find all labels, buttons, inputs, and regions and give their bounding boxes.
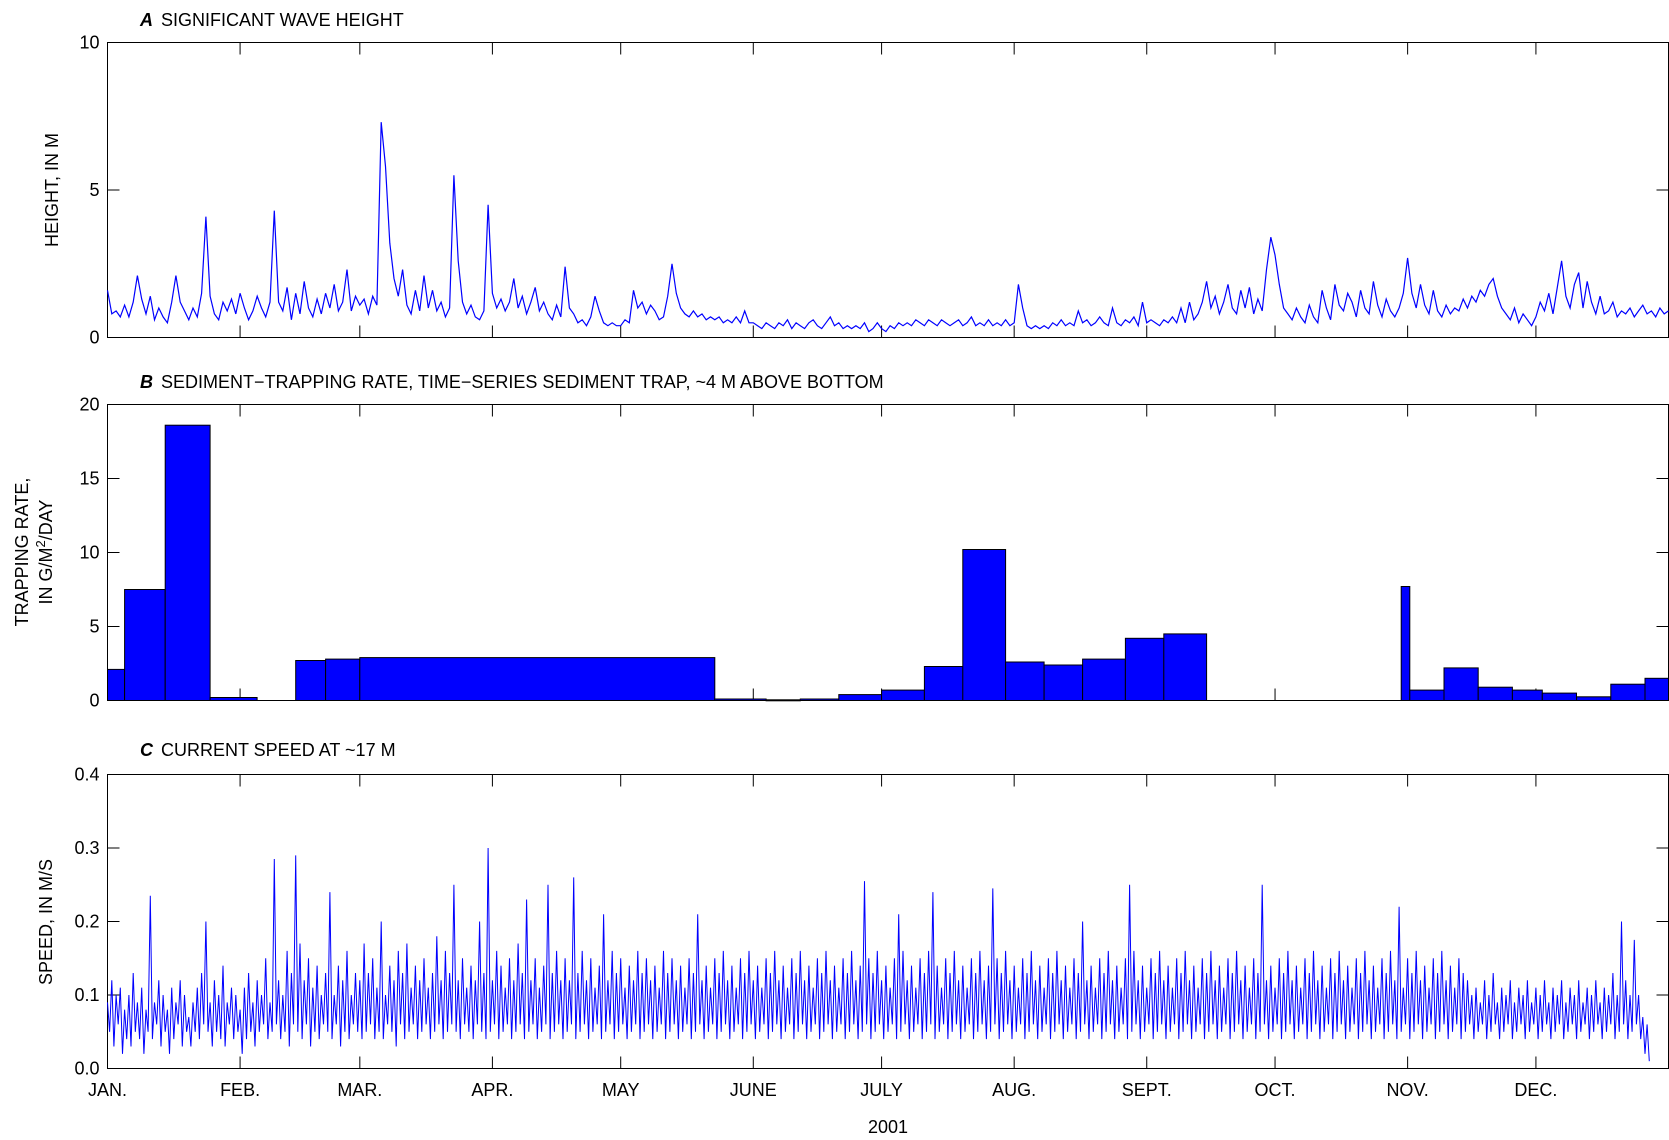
y-tick-label: 5: [89, 617, 99, 637]
trap-bar: [1443, 667, 1479, 702]
trap-bar: [962, 549, 1007, 701]
trap-bar: [1400, 586, 1411, 701]
panel-b-frame: [107, 404, 1669, 701]
panel-c-letter: C: [140, 740, 154, 760]
panel-a: A SIGNIFICANT WAVE HEIGHT 0 5 10 HEIGHT, IN…: [42, 10, 1669, 348]
panel-c-y-ticks: 0.0 0.1 0.2 0.3 0.4: [74, 765, 1669, 1079]
trap-bar: [1610, 683, 1646, 702]
trap-bar: [359, 657, 716, 701]
trap-bar: [881, 689, 925, 701]
trap-bar: [1005, 661, 1045, 701]
panel-c-title-text: CURRENT SPEED AT ~17 M: [161, 740, 396, 760]
y-tick-label: 0: [89, 691, 99, 711]
y-tick-label: 10: [79, 543, 99, 563]
trap-bar: [1511, 689, 1543, 701]
panel-a-y-ticks: 0 5 10: [79, 33, 1669, 348]
month-label: JULY: [860, 1080, 903, 1100]
y-tick-label: 0.0: [74, 1059, 99, 1079]
panel-a-series-line: [106, 122, 1669, 333]
panel-b-letter: B: [140, 372, 153, 392]
month-label: MAR.: [337, 1080, 382, 1100]
month-label: FEB.: [220, 1080, 260, 1100]
month-label: JUNE: [730, 1080, 777, 1100]
panel-b-y-ticks: 0 5 10 15 20: [79, 395, 1669, 711]
month-label: JAN.: [88, 1080, 127, 1100]
panel-b-title-text: SEDIMENT−TRAPPING RATE, TIME−SERIES SEDI…: [161, 372, 884, 392]
trap-bar: [164, 424, 211, 701]
trap-bar: [1541, 692, 1578, 701]
y-tick-label: 0: [89, 328, 99, 348]
month-label: MAY: [602, 1080, 640, 1100]
panel-a-x-ticks: [107, 42, 1537, 338]
panel-b-ylabel-prefix: IN G/M: [36, 547, 56, 604]
panel-c-title: C CURRENT SPEED AT ~17 M: [140, 740, 396, 760]
panel-a-title-text: SIGNIFICANT WAVE HEIGHT: [161, 10, 404, 30]
y-tick-label: 5: [89, 180, 99, 200]
panel-b-ylabel-line2: IN G/M2/DAY: [33, 500, 56, 605]
panel-b-bars: [107, 424, 1669, 702]
panel-b-x-ticks: [107, 404, 1537, 701]
panel-c-series-line: [107, 847, 1650, 1062]
y-tick-label: 10: [79, 33, 99, 53]
trap-bar: [923, 666, 964, 701]
month-label: NOV.: [1386, 1080, 1428, 1100]
trap-bar: [838, 694, 883, 701]
month-label: OCT.: [1255, 1080, 1296, 1100]
trap-bar: [1082, 658, 1126, 701]
trap-bar: [1043, 664, 1084, 701]
trap-bar: [1576, 696, 1612, 701]
trap-bar: [1163, 633, 1208, 702]
trap-bar: [1644, 677, 1669, 701]
trap-bar: [124, 589, 166, 701]
trap-bar: [1477, 686, 1513, 702]
trap-bar: [1124, 637, 1165, 701]
panel-b-ylabel-sup: 2: [33, 540, 48, 547]
y-tick-label: 0.2: [74, 912, 99, 932]
panel-b-ylabel-line1: TRAPPING RATE,: [12, 478, 32, 627]
month-label: AUG.: [992, 1080, 1036, 1100]
y-tick-label: 0.1: [74, 985, 99, 1005]
trap-bar: [765, 699, 801, 702]
trap-bar: [209, 697, 258, 701]
panel-b-title: B SEDIMENT−TRAPPING RATE, TIME−SERIES SED…: [140, 372, 884, 392]
month-label: APR.: [471, 1080, 513, 1100]
panel-a-letter: A: [139, 10, 153, 30]
trap-bar: [714, 698, 767, 701]
panel-a-title: A SIGNIFICANT WAVE HEIGHT: [139, 10, 404, 30]
year-label: 2001: [868, 1117, 908, 1137]
panel-a-ylabel: HEIGHT, IN M: [42, 133, 62, 247]
trap-bar: [325, 658, 361, 701]
trap-bar: [1409, 689, 1445, 701]
trap-bar: [799, 698, 840, 701]
y-tick-label: 20: [79, 395, 99, 415]
y-tick-label: 15: [79, 469, 99, 489]
month-label: DEC.: [1514, 1080, 1557, 1100]
month-label: SEPT.: [1122, 1080, 1172, 1100]
month-labels: JAN. FEB. MAR. APR. MAY JUNE JULY AUG. SEPT. OCT.…: [88, 1080, 1557, 1100]
panel-c: C CURRENT SPEED AT ~17 M 0.00.10.20.30.4 …: [36, 740, 1669, 1137]
trap-bar: [107, 668, 126, 702]
panel-c-x-ticks: [107, 774, 1537, 1069]
panel-c-ylabel: SPEED, IN M/S: [36, 859, 56, 985]
trap-bar: [295, 660, 327, 701]
panel-b-ylabel-suffix: /DAY: [36, 500, 56, 541]
panel-b: B SEDIMENT−TRAPPING RATE, TIME−SERIES SED…: [12, 372, 1669, 711]
y-tick-label: 0.3: [74, 838, 99, 858]
y-tick-label: 0.4: [74, 765, 99, 785]
